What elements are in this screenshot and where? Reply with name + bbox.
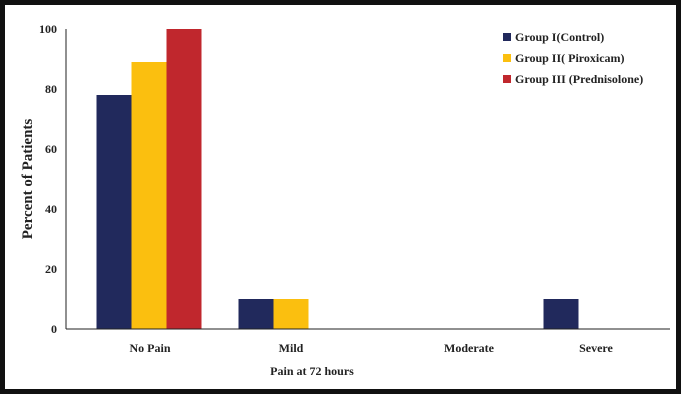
legend-swatch — [503, 54, 511, 62]
x-category-label: Moderate — [444, 341, 495, 355]
legend-swatch — [503, 33, 511, 41]
y-tick-label: 40 — [45, 202, 57, 216]
x-axis-title: Pain at 72 hours — [270, 364, 354, 378]
bar — [131, 62, 167, 329]
bar — [543, 299, 579, 329]
y-axis-title: Percent of Patients — [20, 119, 36, 240]
y-tick-labels: 0 20 40 60 80 100 — [39, 22, 57, 336]
bar — [166, 29, 202, 329]
y-tick-label: 0 — [51, 322, 57, 336]
y-tick-label: 20 — [45, 262, 57, 276]
bar — [96, 95, 132, 329]
legend-swatch — [503, 75, 511, 83]
legend-label: Group I(Control) — [515, 30, 604, 44]
x-category-labels: No Pain Mild Moderate Severe — [129, 341, 613, 355]
y-tick-label: 60 — [45, 142, 57, 156]
x-category-label: Severe — [579, 341, 613, 355]
y-tick-label: 80 — [45, 82, 57, 96]
y-tick-label: 100 — [39, 22, 57, 36]
x-category-label: No Pain — [129, 341, 170, 355]
bar — [238, 299, 274, 329]
legend: Group I(Control) Group II( Piroxicam) Grou… — [503, 30, 643, 86]
legend-label: Group III (Prednisolone) — [515, 72, 643, 86]
x-category-label: Mild — [279, 341, 304, 355]
bar — [273, 299, 309, 329]
bar-chart: 0 20 40 60 80 100 No Pain Mild Moderate Severe P… — [20, 22, 670, 378]
legend-label: Group II( Piroxicam) — [515, 51, 625, 65]
bars — [96, 29, 579, 329]
